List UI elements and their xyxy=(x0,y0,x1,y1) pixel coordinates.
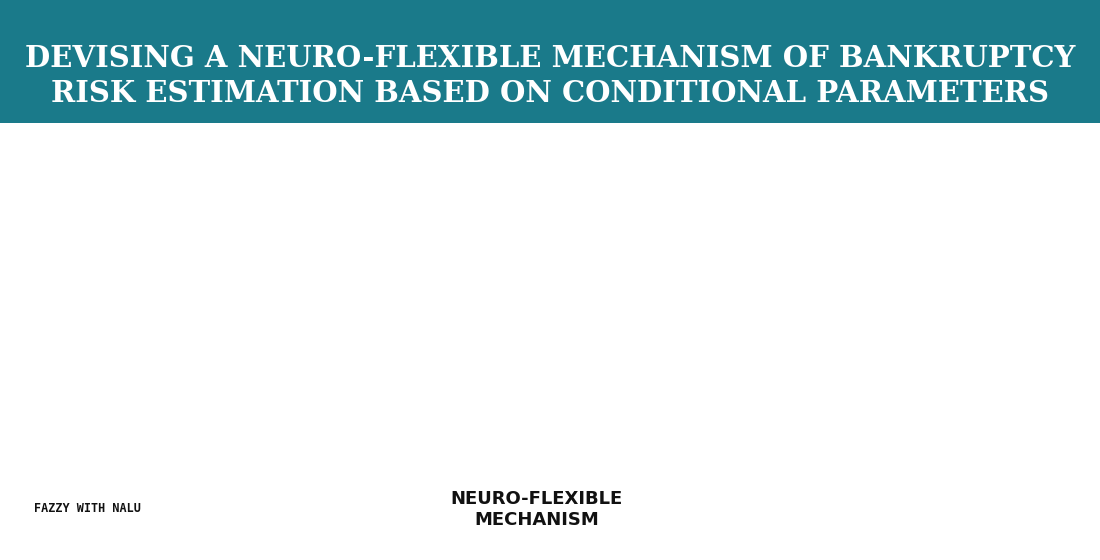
FancyBboxPatch shape xyxy=(767,222,1015,246)
Text: Mish: Mish xyxy=(876,333,906,346)
Text: Probabilities: Probabilities xyxy=(843,155,939,168)
FancyBboxPatch shape xyxy=(767,407,1015,434)
FancyBboxPatch shape xyxy=(767,328,1015,352)
FancyBboxPatch shape xyxy=(718,458,820,487)
Text: 69%: 69% xyxy=(277,410,344,438)
Text: Fuzzifier: Fuzzifier xyxy=(857,465,925,479)
Bar xyxy=(45,444,66,496)
Text: Softmax: Softmax xyxy=(865,192,917,205)
Bar xyxy=(453,392,473,496)
Bar xyxy=(558,372,578,496)
Text: NEURO-FLEXIBLE
MECHANISM: NEURO-FLEXIBLE MECHANISM xyxy=(451,491,623,529)
Bar xyxy=(199,362,220,496)
Text: Fuzzifier: Fuzzifier xyxy=(735,465,803,479)
FancyBboxPatch shape xyxy=(767,292,1015,316)
FancyBboxPatch shape xyxy=(767,186,1015,211)
Text: 72%: 72% xyxy=(502,189,587,223)
Bar xyxy=(68,429,89,496)
FancyBboxPatch shape xyxy=(962,458,1064,487)
Bar xyxy=(620,335,640,496)
Text: Linear layer: Linear layer xyxy=(846,298,936,311)
FancyBboxPatch shape xyxy=(722,507,816,531)
Text: DEVISING A NEURO-FLEXIBLE MECHANISM OF BANKRUPTCY: DEVISING A NEURO-FLEXIBLE MECHANISM OF B… xyxy=(25,44,1075,73)
Text: Fuzzifier: Fuzzifier xyxy=(979,465,1047,479)
Bar xyxy=(134,399,155,496)
X-axis label: x: x xyxy=(195,353,201,366)
Circle shape xyxy=(449,138,640,274)
FancyBboxPatch shape xyxy=(820,149,962,174)
Text: Concatenation: Concatenation xyxy=(843,414,939,427)
Bar xyxy=(176,384,197,496)
Text: Param #2: Param #2 xyxy=(861,512,921,525)
Text: Linear layer: Linear layer xyxy=(846,227,936,240)
Bar xyxy=(642,269,662,496)
FancyBboxPatch shape xyxy=(767,363,1015,387)
Text: Param #1: Param #1 xyxy=(739,512,799,525)
Text: Linear layer: Linear layer xyxy=(846,368,936,381)
Bar xyxy=(110,414,131,496)
Text: Mish: Mish xyxy=(876,263,906,276)
FancyBboxPatch shape xyxy=(966,507,1060,531)
FancyBboxPatch shape xyxy=(844,507,938,531)
Text: Param #3: Param #3 xyxy=(983,512,1043,525)
Text: ....: .... xyxy=(1066,510,1091,528)
Circle shape xyxy=(245,352,376,497)
FancyBboxPatch shape xyxy=(767,257,1015,281)
FancyBboxPatch shape xyxy=(840,458,942,487)
Bar xyxy=(506,409,526,496)
Bar xyxy=(402,422,421,496)
Text: RISK ESTIMATION BASED ON CONDITIONAL PARAMETERS: RISK ESTIMATION BASED ON CONDITIONAL PAR… xyxy=(51,79,1049,108)
Text: FAZZY WITH NALU: FAZZY WITH NALU xyxy=(34,502,141,515)
